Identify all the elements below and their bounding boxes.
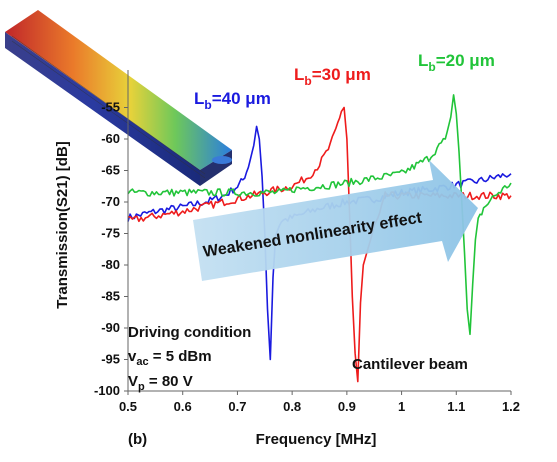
- y-tick-label: -80: [101, 257, 120, 272]
- x-tick-label: 0.8: [283, 399, 301, 414]
- y-tick-label: -60: [101, 131, 120, 146]
- x-tick-label: 0.6: [174, 399, 192, 414]
- y-tick-label: -55: [101, 100, 120, 115]
- x-tick-label: 1.1: [447, 399, 465, 414]
- x-tick-label: 0.7: [228, 399, 246, 414]
- y-tick-label: -95: [101, 352, 120, 367]
- y-tick-label: -65: [101, 163, 120, 178]
- y-tick-label: -90: [101, 320, 120, 335]
- series-label-40um: Lb=40 μm: [194, 89, 271, 112]
- y-tick-label: -100: [94, 383, 120, 398]
- x-axis-title: Frequency [MHz]: [256, 431, 377, 448]
- cantilever-beam-label: Cantilever beam: [352, 356, 468, 373]
- vp-condition: Vp = 80 V: [128, 373, 193, 393]
- cantilever-beam-illustration: [5, 10, 232, 186]
- y-axis-ticks: -55 -60 -65 -70 -75 -80 -85 -90 -95 -100: [94, 100, 128, 398]
- x-axis-ticks: 0.5 0.6 0.7 0.8 0.9 1 1.1 1.2: [119, 391, 520, 414]
- panel-label: (b): [128, 431, 147, 448]
- y-tick-label: -70: [101, 194, 120, 209]
- plot-area: -55-60-65-70-75-80-85-90-95-100 0.5 0.6 0.…: [94, 70, 520, 414]
- y-axis-title: Transmission(S21) [dB]: [54, 141, 71, 309]
- series-line-2: [127, 94, 512, 336]
- series-label-30um: Lb=30 μm: [294, 65, 371, 88]
- x-tick-label: 1: [398, 399, 405, 414]
- driving-condition-title: Driving condition: [128, 324, 251, 341]
- y-tick-label: -85: [101, 289, 120, 304]
- x-tick-label: 1.2: [502, 399, 520, 414]
- vac-condition: vac = 5 dBm: [128, 348, 212, 368]
- x-tick-label: 0.5: [119, 399, 137, 414]
- x-tick-label: 0.9: [338, 399, 356, 414]
- series-label-20um: Lb=20 μm: [418, 51, 495, 74]
- nonlinearity-arrow: Weakened nonlinearity effect: [193, 160, 478, 281]
- y-tick-label: -75: [101, 226, 120, 241]
